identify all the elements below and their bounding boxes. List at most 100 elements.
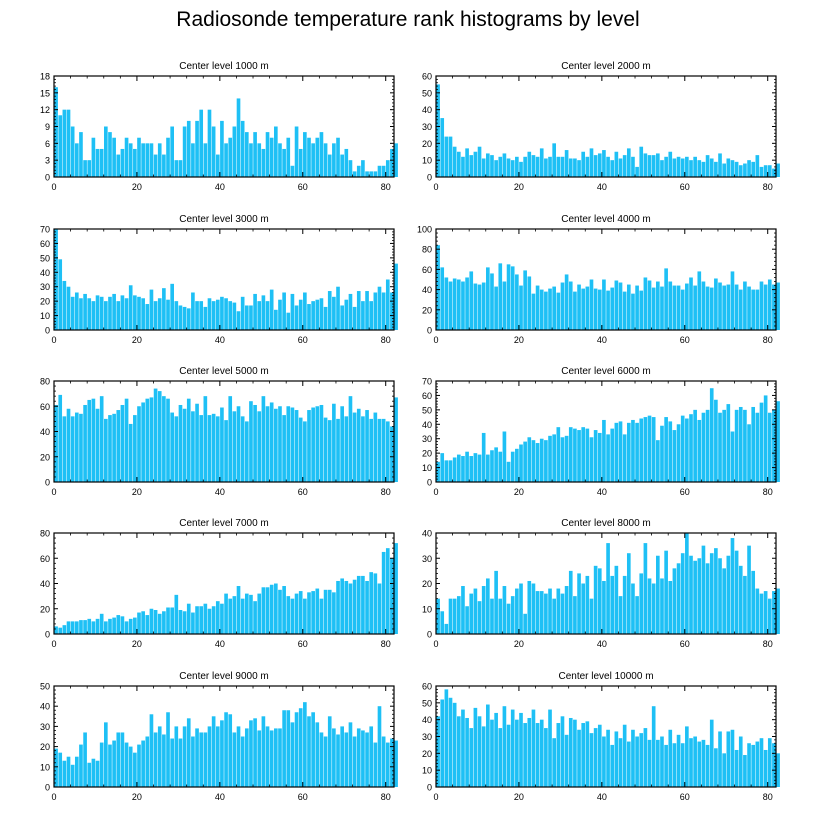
y-tick-label: 10 (422, 604, 432, 614)
histogram-bar (253, 601, 257, 634)
histogram-bar (610, 287, 615, 330)
histogram-bar (390, 426, 394, 482)
histogram-bar (278, 299, 282, 330)
histogram-bar (303, 702, 307, 787)
histogram-bar (456, 454, 461, 482)
histogram-bar (182, 726, 187, 787)
histogram-bar (494, 160, 498, 177)
histogram-bar (361, 301, 365, 330)
histogram-bar (469, 456, 474, 482)
histogram-bar (157, 726, 162, 787)
histogram-bar (527, 717, 532, 787)
histogram-bar (672, 568, 677, 634)
x-tick-label: 40 (215, 639, 225, 649)
histogram-bar (265, 406, 270, 482)
histogram-bar (705, 286, 710, 330)
histogram-bar (207, 298, 212, 330)
histogram-bar (315, 588, 320, 634)
x-tick-label: 0 (51, 487, 56, 497)
histogram-bar (332, 296, 336, 330)
histogram-bar (377, 165, 382, 177)
histogram-bar (589, 148, 594, 177)
histogram-bar (560, 437, 565, 482)
histogram-bar (664, 417, 668, 482)
histogram-bar (448, 697, 453, 787)
histogram-bar (307, 592, 311, 634)
histogram-bar (515, 274, 519, 330)
histogram-bar (680, 415, 685, 482)
histogram-bar (477, 454, 482, 482)
y-tick-label: 20 (40, 297, 50, 307)
histogram-bar (602, 150, 606, 177)
histogram-bar (290, 293, 295, 330)
histogram-bar (651, 287, 656, 330)
histogram-bar (174, 726, 179, 787)
histogram-bar (552, 434, 556, 482)
histogram-bar (544, 291, 548, 330)
histogram-bar (311, 301, 315, 330)
histogram-bar (228, 137, 233, 177)
histogram-bar (556, 427, 561, 482)
histogram-bar (477, 284, 482, 330)
histogram-bar (689, 555, 693, 634)
histogram-bar (336, 580, 340, 634)
histogram-bar (153, 154, 158, 177)
histogram-bar (87, 762, 92, 787)
histogram-bar (614, 280, 619, 330)
panel-title: Center level 9000 m (179, 671, 269, 682)
histogram-bar (564, 734, 569, 787)
histogram-bar (481, 158, 486, 177)
histogram-bar (244, 593, 249, 634)
histogram-bar (651, 417, 656, 482)
histogram-bar (697, 558, 702, 634)
y-tick-label: 40 (422, 420, 432, 430)
histogram-bar (622, 434, 627, 482)
histogram-bar (149, 714, 154, 787)
histogram-bar (693, 409, 697, 482)
histogram-bar (597, 153, 602, 177)
histogram-bar (373, 171, 378, 177)
histogram-bar (361, 416, 365, 482)
histogram-bar (664, 550, 668, 634)
histogram-bar (274, 309, 278, 330)
histogram-bar (709, 388, 714, 482)
histogram-bar (253, 718, 257, 787)
histogram-bar (394, 543, 398, 634)
histogram-bar (257, 593, 262, 634)
histogram-bar (510, 451, 515, 482)
histogram-bar (145, 736, 150, 787)
histogram-bar (74, 412, 79, 482)
histogram-bar (315, 299, 320, 330)
x-tick-label: 20 (514, 487, 524, 497)
histogram-bar (311, 712, 315, 787)
histogram-bar (153, 732, 158, 787)
histogram-bar (253, 404, 257, 482)
histogram-bar (502, 706, 507, 787)
histogram-bar (548, 156, 552, 177)
histogram-bar (232, 126, 237, 177)
histogram-bar (95, 295, 100, 330)
histogram-bar (734, 284, 739, 330)
histogram-bar (95, 408, 100, 482)
histogram-bar (137, 612, 141, 634)
histogram-bar (631, 583, 635, 634)
histogram-bar (385, 279, 390, 330)
histogram-bar (265, 587, 270, 634)
histogram-bar (195, 120, 199, 177)
histogram-bar (282, 710, 286, 787)
histogram-bar (597, 724, 602, 787)
histogram-bar (552, 143, 556, 177)
histogram-bar (66, 408, 71, 482)
histogram-bar (705, 563, 710, 634)
histogram-bar (473, 283, 478, 330)
x-tick-label: 20 (132, 335, 142, 345)
x-tick-label: 60 (298, 335, 308, 345)
histogram-bar (523, 723, 527, 787)
y-tick-label: 0 (45, 630, 50, 640)
histogram-bar (539, 148, 544, 177)
histogram-bar (108, 296, 112, 330)
chart-panel: Center level 8000 m 0 10 20 30 40 0 20 40 60 80 (422, 518, 780, 649)
histogram-bar (548, 288, 552, 330)
histogram-bar (207, 726, 212, 787)
